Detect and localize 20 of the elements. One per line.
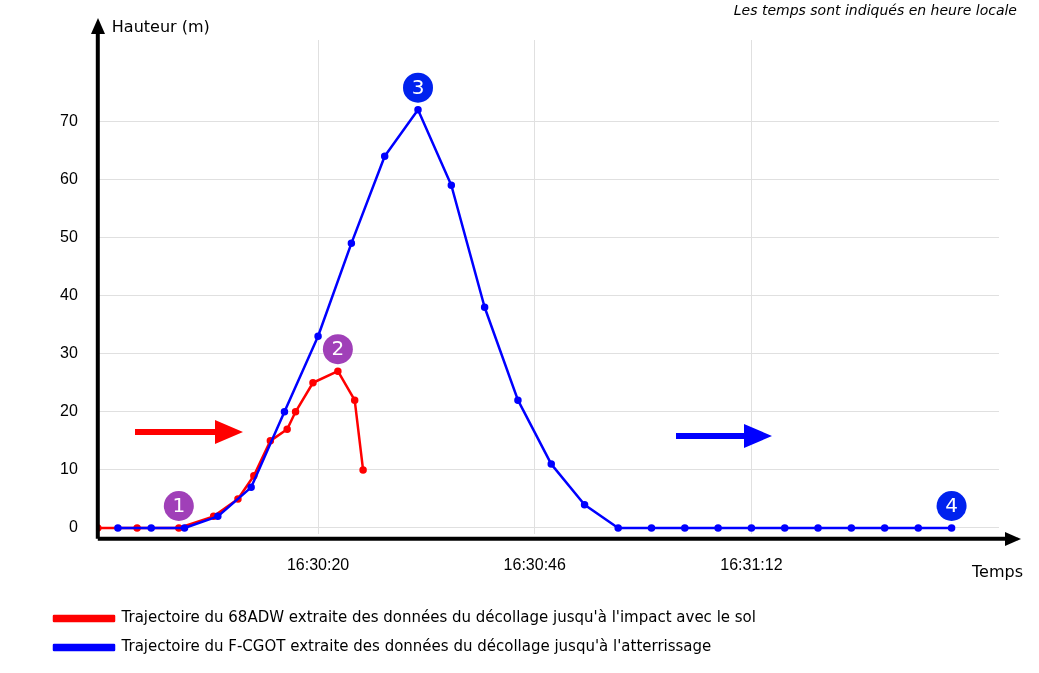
annotation: 2 [331, 336, 345, 361]
y-tick-label: 60 [60, 169, 78, 187]
x-tick-label: 16:31:12 [720, 555, 783, 573]
annotation: 4 [945, 493, 958, 518]
y-tick-label: 0 [68, 518, 78, 536]
x-tick-label: 16:30:20 [286, 555, 350, 573]
annotation: 3 [411, 74, 425, 99]
y-tick-label: 70 [60, 111, 78, 129]
text: Les temps sont indiqués en heure locale [733, 2, 1017, 18]
y-tick-label: 50 [60, 227, 78, 245]
annotation: 1 [172, 493, 186, 518]
y-tick-label: 10 [60, 460, 78, 478]
y-tick-label: 30 [60, 344, 78, 362]
y-tick-label: 40 [60, 286, 78, 304]
x-axis-title: Temps [971, 561, 1023, 581]
y-tick-label: 20 [60, 402, 78, 420]
legend-label: Trajectoire du F-CGOT extraite des données du décollage jusqu'à l'atterrissage [120, 637, 712, 656]
x-tick-label: 16:30:46 [503, 555, 566, 573]
y-axis-title: Hauteur (m) [111, 17, 210, 37]
legend-label: Trajectoire du 68ADW extraite des données du décollage jusqu'à l'impact avec le sol [120, 608, 756, 627]
